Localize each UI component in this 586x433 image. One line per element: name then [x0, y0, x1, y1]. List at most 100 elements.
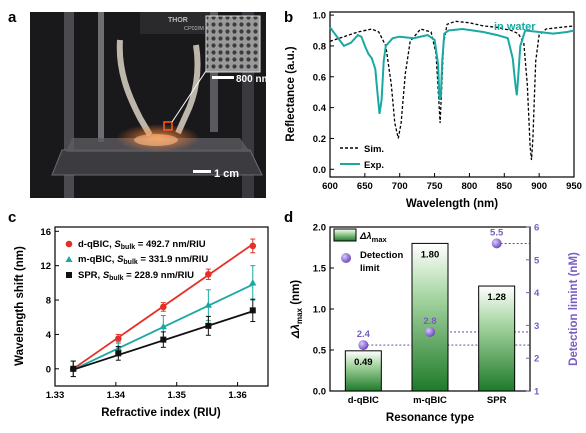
plot-d-ytick-right-label: 1 — [534, 387, 540, 398]
legend-point-marker — [341, 253, 351, 263]
plot-d-xlabel: Resonance type — [386, 412, 474, 424]
plot-d-point-m-qbic — [425, 326, 435, 337]
panel-label-c: c — [8, 209, 16, 226]
legend-point-label-2: limit — [360, 263, 380, 274]
plot-d-point-value-label: 2.4 — [357, 329, 371, 340]
plot-b-series-sim — [329, 20, 575, 161]
photo-part-text: CP02/M — [184, 26, 204, 32]
plot-b-xtick-label: 900 — [531, 181, 547, 192]
plot-c-point-spr — [160, 336, 167, 343]
legend-mqbic-label: m-qBIC, Sbulk = 331.9 nm/RIU — [78, 254, 208, 266]
legend-mqbic-marker — [65, 256, 73, 262]
plot-d-ytick-right-label: 5 — [534, 255, 540, 266]
legend-exp-label: Exp. — [364, 160, 384, 171]
legend-dqbic-marker — [65, 240, 73, 248]
plot-d-bar-d-qbic — [344, 350, 382, 392]
plot-d-ylabel-left: Δλmax (nm) — [290, 280, 304, 339]
plot-c-point-dqbic — [249, 242, 257, 250]
plot-b-xtick-label: 800 — [461, 181, 477, 192]
plot-d-bar-value-label: 0.49 — [354, 357, 373, 368]
plot-d-point-value-label: 5.5 — [490, 227, 504, 238]
plot-c-legend: d-qBIC, Sbulk = 492.7 nm/RIU m-qBIC, Sbu… — [65, 239, 208, 282]
plot-b-ytick-label: 1.0 — [313, 11, 326, 22]
plot-d-ytick-right-label: 6 — [534, 223, 539, 234]
panel-d-bar-chart: d 0.0 0.5 1.0 1.5 2.0 1 2 3 4 5 6 d-qBIC m-qBIC SPR 0… — [284, 209, 580, 424]
panel-a-photo: a THOR CP02/M 800 nm 1 cm — [8, 9, 271, 198]
legend-sim-label: Sim. — [364, 144, 384, 155]
plot-c-ytick-label: 12 — [40, 261, 51, 272]
plot-b-frame — [329, 11, 575, 178]
plot-d-ytick-left-label: 0.0 — [313, 387, 326, 398]
panel-label-b: b — [284, 9, 293, 26]
plot-b-xtick-label: 650 — [357, 181, 373, 192]
plot-b-legend: Sim. Exp. — [340, 144, 384, 171]
plot-d-point-spr — [491, 238, 502, 249]
plot-c-xlabel: Refractive index (RIU) — [101, 407, 221, 419]
plot-c-ytick-label: 16 — [40, 227, 51, 238]
legend-point-label-1: Detection — [360, 250, 403, 261]
plot-c-xtick-label: 1.34 — [107, 390, 126, 401]
legend-spr-label: SPR, Sbulk = 228.9 nm/RIU — [78, 270, 194, 282]
plot-c-xtick-label: 1.33 — [46, 390, 65, 401]
plot-b-ytick-label: 0.8 — [313, 41, 326, 52]
photo-roi-box — [163, 121, 173, 131]
plot-d-point-value-label: 2.8 — [423, 316, 436, 327]
plot-b-ytick-label: 0.0 — [313, 165, 326, 176]
plot-d-ytick-right-label: 3 — [534, 321, 539, 332]
plot-d-ytick-left-label: 2.0 — [313, 223, 326, 234]
photo-sem-inset — [205, 15, 261, 73]
plot-b-series-exp — [329, 26, 575, 114]
plot-c-point-spr — [115, 350, 122, 357]
plot-b-ytick-label: 0.4 — [313, 103, 327, 114]
photo-brand-text: THOR — [168, 17, 188, 24]
plot-d-bar-spr — [478, 285, 516, 392]
plot-c-point-dqbic — [114, 335, 122, 343]
photo-scalebar-inset-label: 800 nm — [236, 74, 271, 85]
panel-b-reflectance-chart: b 600 650 700 750 800 850 900 950 0.0 0.2 0.4 0.6 0.… — [284, 9, 582, 210]
plot-b-xtick-label: 850 — [496, 181, 512, 192]
plot-d-bar-value-label: 1.28 — [487, 292, 506, 303]
plot-b-xlabel: Wavelength (nm) — [406, 198, 498, 210]
plot-d-ytick-right-label: 4 — [534, 288, 540, 299]
photo-mount — [140, 12, 210, 34]
photo-scalebar-main — [193, 170, 211, 173]
plot-d-xtick-label: d-qBIC — [348, 395, 379, 406]
plot-c-ytick-label: 0 — [46, 364, 51, 375]
plot-d-xtick-label: SPR — [487, 395, 507, 406]
plot-d-xtick-label: m-qBIC — [413, 395, 447, 406]
panel-label-a: a — [8, 9, 17, 26]
panel-c-shift-chart: c 1.33 1.34 1.35 1.36 0 4 8 12 16 d-qBIC, Sbulk … — [8, 209, 269, 419]
plot-c-point-spr — [205, 322, 212, 329]
plot-c-xtick-label: 1.35 — [167, 390, 186, 401]
plot-c-ylabel: Wavelength shift (nm) — [14, 246, 26, 366]
plot-d-legend: Δλmax Detection limit — [333, 228, 403, 274]
plot-c-ytick-label: 8 — [46, 296, 51, 307]
plot-c-point-dqbic — [160, 303, 167, 311]
legend-spr-marker — [66, 272, 72, 278]
legend-bar-swatch — [333, 228, 357, 242]
plot-c-point-spr — [70, 365, 77, 372]
plot-b-ytick-label: 0.2 — [313, 134, 326, 145]
plot-c-point-mqbic — [159, 322, 167, 330]
plot-b-ylabel: Reflectance (a.u.) — [285, 46, 297, 141]
photo-scalebar-inset — [212, 76, 234, 79]
photo-scalebar-main-label: 1 cm — [214, 168, 239, 180]
photo-zoom-line — [171, 61, 213, 123]
plot-d-ytick-right-label: 2 — [534, 354, 539, 365]
panel-label-d: d — [284, 209, 293, 226]
photo-tube-left — [116, 39, 153, 137]
plot-b-xtick-label: 750 — [427, 181, 443, 192]
plot-c-point-dqbic — [205, 270, 212, 278]
plot-c-point-mqbic — [204, 301, 212, 308]
plot-b-xtick-label: 950 — [566, 181, 582, 192]
plot-b-ytick-label: 0.6 — [313, 72, 326, 83]
plot-d-ytick-left-label: 1.5 — [313, 264, 327, 275]
plot-d-ytick-left-label: 1.0 — [313, 305, 326, 316]
plot-d-ylabel-right: Detection limint (nM) — [568, 252, 580, 366]
plot-b-xtick-label: 700 — [392, 181, 408, 192]
plot-d-bar-value-label: 1.80 — [421, 249, 440, 260]
photo-chip — [134, 134, 178, 146]
photo-post-inner — [98, 12, 104, 142]
plot-c-point-spr — [249, 307, 256, 314]
plot-d-ytick-left-label: 0.5 — [313, 346, 327, 357]
